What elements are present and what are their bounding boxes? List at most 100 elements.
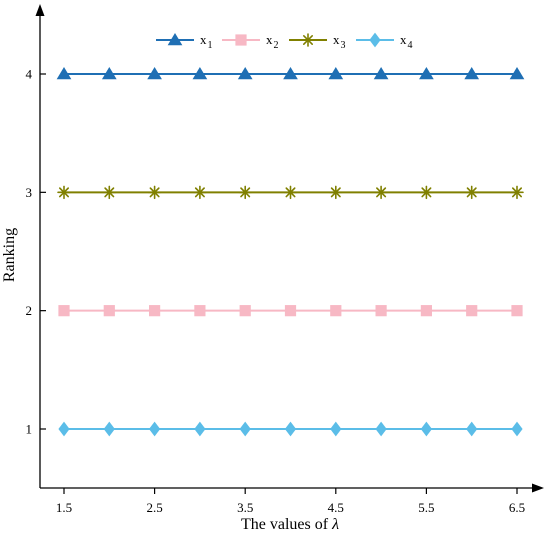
x-axis-title-text: The values of [241,516,329,533]
legend-label-base: x [266,32,273,47]
data-point [56,67,72,80]
data-point [420,421,432,437]
series-layer [56,67,525,437]
legend-label-sub: 2 [274,40,279,51]
data-point [374,185,388,200]
legend-label-base: x [200,32,207,47]
x-axis-arrow [532,483,544,493]
x-tick-label: 6.5 [509,500,525,515]
data-point [510,185,524,200]
asterisk-stroke [330,187,341,198]
data-point [283,67,298,80]
legend-label-sub: 4 [408,40,413,51]
data-point [420,305,432,317]
asterisk-stroke [466,187,477,198]
series-x3 [57,185,524,200]
data-point [167,33,183,46]
asterisk-stroke [104,187,115,198]
data-point [102,185,117,200]
data-point [464,67,480,80]
data-point [194,305,206,317]
asterisk-stroke [194,187,205,198]
data-point [103,421,115,437]
data-point [328,67,344,80]
data-point [466,305,478,317]
data-point [235,34,247,46]
data-point [329,185,343,200]
data-point [284,421,297,437]
series-x1 [56,67,525,80]
data-point [192,67,208,80]
legend-label: x2 [266,32,279,51]
x-tick-label: 1.5 [56,500,72,515]
data-point [419,67,434,80]
x-tick-label: 3.5 [237,500,253,515]
data-point [57,185,71,200]
data-point [373,67,389,80]
y-axis-arrow [35,4,45,16]
asterisk-stroke [421,187,432,198]
x-tick-label: 4.5 [328,500,344,515]
data-point [375,305,387,317]
legend-label: x3 [333,32,346,51]
data-point [511,305,523,317]
data-point [330,305,342,317]
data-point [147,185,162,200]
y-tick-label: 4 [26,67,33,82]
legend-item-x1: x1 [156,32,213,51]
data-point [511,421,523,437]
data-point [284,305,297,317]
series-x2 [58,305,523,317]
data-point [103,305,115,317]
asterisk-stroke [511,187,523,198]
data-point [466,421,478,437]
data-point [419,185,434,200]
asterisk-stroke [302,34,314,46]
asterisk-stroke [240,187,251,198]
data-point [283,185,298,200]
x-tick-label: 2.5 [146,500,162,515]
data-point [239,305,251,317]
series-x4 [58,421,523,437]
asterisk-stroke [376,187,387,198]
x-tick-label: 5.5 [418,500,434,515]
data-point [149,305,161,317]
legend-label: x1 [200,32,213,51]
data-point [147,67,162,80]
legend-label-base: x [400,32,407,47]
data-point [464,185,479,200]
data-point [375,421,387,437]
legend: x1 x2 x3 x4 [156,32,413,51]
x-axis-title: The values of λ [241,516,339,533]
x-axis-title-symbol: λ [331,516,339,533]
y-axis-title: Ranking [1,228,18,282]
y-tick-label: 1 [26,422,33,437]
y-tick-label: 2 [26,303,33,318]
legend-item-x4: x4 [356,32,413,51]
asterisk-stroke [285,187,296,198]
data-point [509,67,525,80]
y-ticks: 1 2 3 4 [26,67,46,437]
legend-label: x4 [400,32,413,51]
data-point [149,421,161,437]
y-tick-label: 3 [26,185,33,200]
data-point [237,67,253,80]
legend-label-sub: 1 [208,40,213,51]
data-point [193,185,207,200]
x-ticks: 1.5 2.5 3.5 4.5 5.5 6.5 [56,488,525,515]
legend-item-x2: x2 [222,32,279,51]
data-point [301,33,315,47]
data-point [194,421,206,437]
data-point [330,421,342,437]
data-point [58,421,70,437]
data-point [239,421,251,437]
legend-label-base: x [333,32,340,47]
asterisk-stroke [149,187,160,198]
legend-item-x3: x3 [289,32,346,51]
data-point [369,32,381,48]
legend-label-sub: 3 [341,40,346,51]
data-point [238,185,252,200]
axes [35,4,544,493]
data-point [101,67,117,80]
